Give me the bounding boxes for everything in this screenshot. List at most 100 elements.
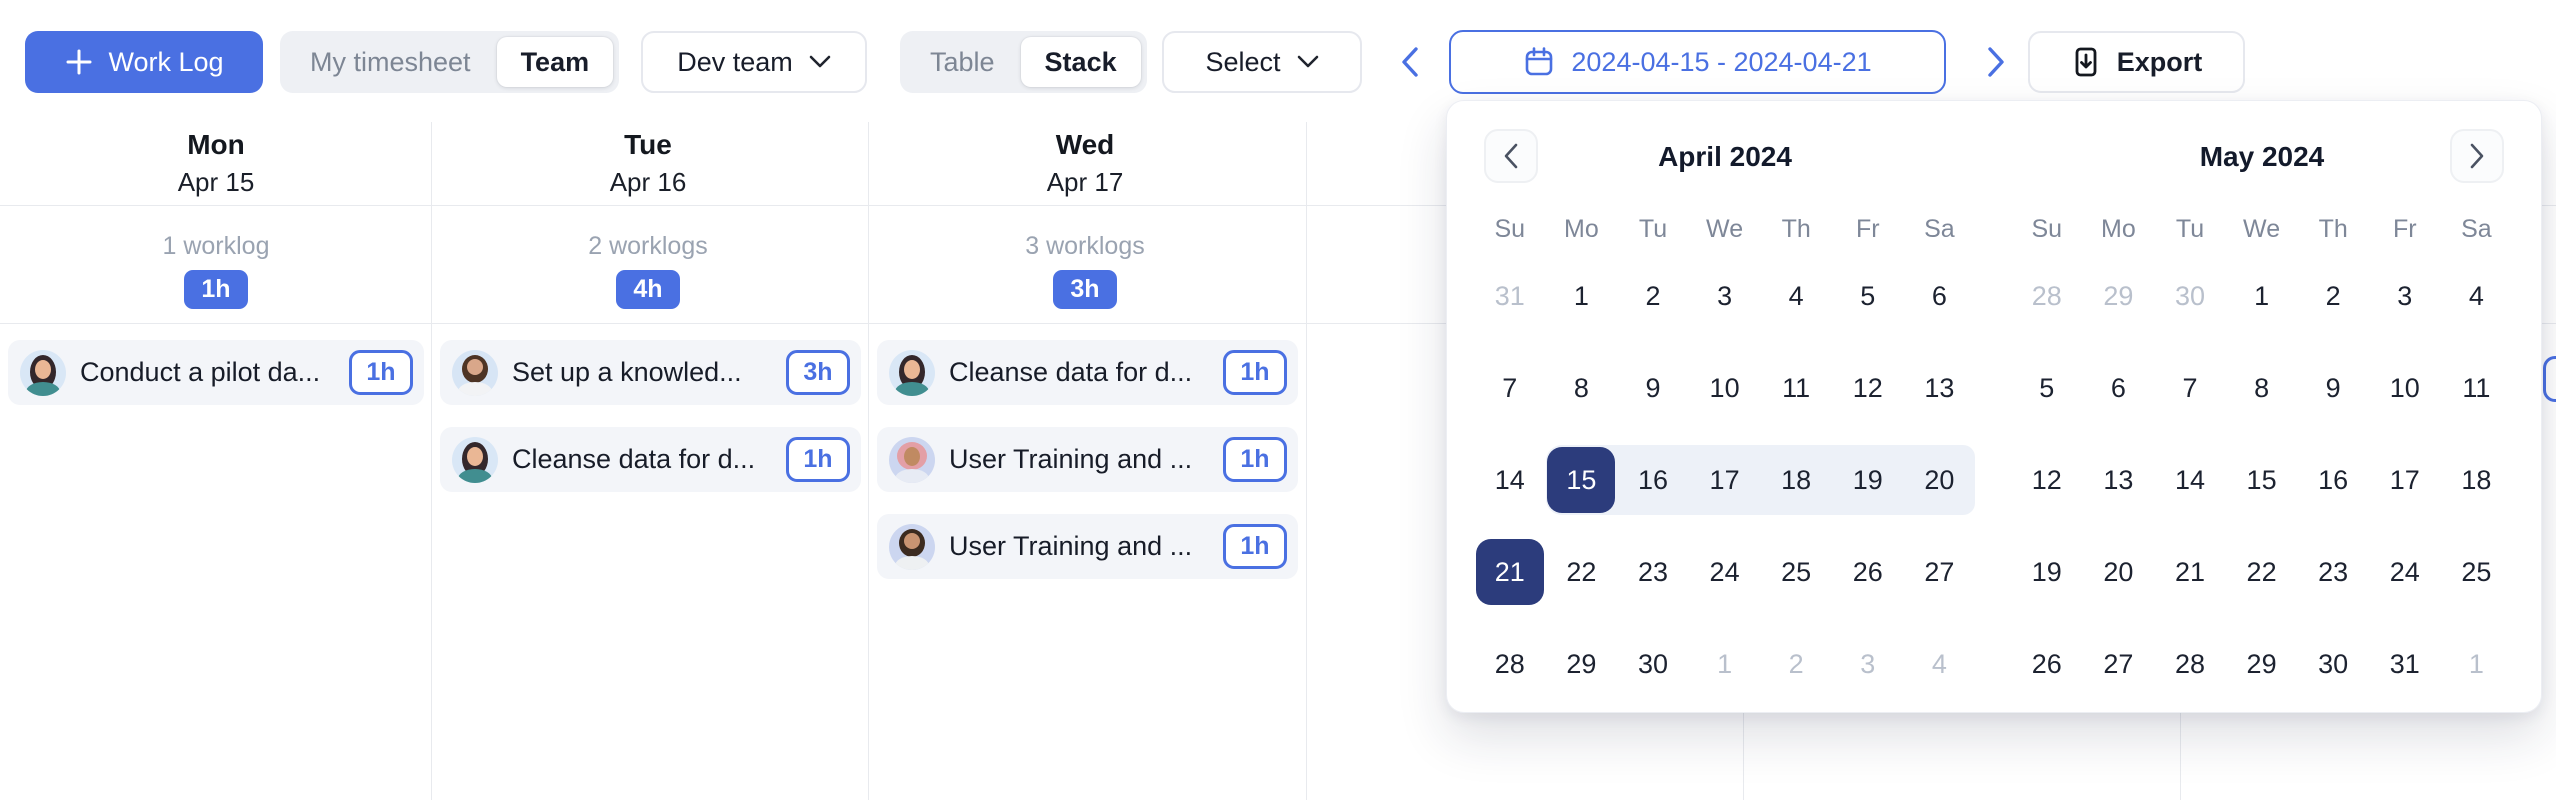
calendar-day[interactable]: 29: [2246, 648, 2277, 679]
calendar-day[interactable]: 10: [2389, 372, 2420, 403]
calendar-day[interactable]: 30: [1637, 648, 1668, 679]
calendar-day[interactable]: 11: [2462, 372, 2491, 403]
calendar-day[interactable]: 4: [1931, 648, 1947, 679]
calendar-day[interactable]: 9: [2325, 372, 2341, 403]
calendar-day[interactable]: 21: [1474, 537, 1546, 607]
calendar-day[interactable]: 1: [2254, 280, 2270, 311]
calendar-day[interactable]: 11: [1782, 372, 1811, 403]
calendar-day[interactable]: 5: [1860, 280, 1876, 311]
calendar-day[interactable]: 18: [1760, 445, 1832, 515]
date-range-field[interactable]: 2024-04-15 - 2024-04-21: [1449, 30, 1946, 94]
calendar-day[interactable]: 12: [1852, 372, 1883, 403]
calendar-grid: 28 29 30 1 2 3 4: [2011, 261, 2513, 721]
worklog-card[interactable]: Cleanse data for d... 1h: [440, 427, 861, 492]
calendar-day[interactable]: 24: [1709, 556, 1740, 587]
calendar-day[interactable]: 28: [1494, 648, 1525, 679]
calendar-day[interactable]: 22: [2246, 556, 2277, 587]
team-select-dropdown[interactable]: Dev team: [641, 31, 867, 93]
calendar-day[interactable]: 30: [2174, 280, 2205, 311]
summary-tue: 2 worklogs 4h: [432, 232, 864, 309]
avatar: [889, 436, 935, 483]
calendar-day[interactable]: 16: [1617, 445, 1689, 515]
calendar-day[interactable]: 2: [1788, 648, 1804, 679]
calendar-day[interactable]: 15: [2246, 464, 2277, 495]
calendar-next-month-button[interactable]: [2450, 129, 2504, 183]
export-button[interactable]: Export: [2028, 31, 2245, 93]
calendar-day[interactable]: 21: [2174, 556, 2205, 587]
calendar-day[interactable]: 25: [1781, 556, 1812, 587]
calendar-day[interactable]: 20: [2103, 556, 2134, 587]
header-divider: [0, 205, 2556, 206]
worklog-title: Conduct a pilot da...: [80, 357, 321, 387]
calendar-week-row: 28 29 30 1 2 3 4: [1474, 629, 1976, 699]
calendar-day[interactable]: 28: [2031, 280, 2062, 311]
layout-toggle-stack[interactable]: Stack: [1020, 37, 1141, 87]
calendar-day[interactable]: 15: [1545, 445, 1618, 515]
calendar-day[interactable]: 19: [2031, 556, 2062, 587]
calendar-day[interactable]: 19: [1831, 445, 1904, 515]
calendar-day[interactable]: 2: [2325, 280, 2341, 311]
calendar-day[interactable]: 17: [2389, 464, 2420, 495]
calendar-day[interactable]: 8: [1573, 372, 1589, 403]
column-divider: [431, 122, 432, 800]
calendar-day[interactable]: 12: [2031, 464, 2062, 495]
calendar-day[interactable]: 3: [2397, 280, 2413, 311]
calendar-day[interactable]: 9: [1645, 372, 1661, 403]
calendar-day[interactable]: 7: [2182, 372, 2198, 403]
calendar-day[interactable]: 14: [2174, 464, 2205, 495]
worklog-card[interactable]: User Training and ... 1h: [877, 427, 1298, 492]
select-dropdown[interactable]: Select: [1162, 31, 1362, 93]
layout-toggle-table[interactable]: Table: [930, 46, 995, 77]
work-log-button[interactable]: Work Log: [25, 31, 263, 93]
calendar-day[interactable]: 4: [1788, 280, 1804, 311]
view-toggle-my-timesheet[interactable]: My timesheet: [310, 46, 471, 77]
calendar-day[interactable]: 18: [2461, 464, 2492, 495]
calendar-day[interactable]: 20: [1903, 445, 1976, 515]
calendar-day[interactable]: 26: [2031, 648, 2062, 679]
calendar-day[interactable]: 6: [1931, 280, 1947, 311]
calendar-day[interactable]: 23: [1637, 556, 1668, 587]
calendar-day[interactable]: 6: [2110, 372, 2126, 403]
calendar-day[interactable]: 7: [1502, 372, 1518, 403]
calendar-day[interactable]: 13: [2103, 464, 2134, 495]
calendar-day[interactable]: 3: [1860, 648, 1876, 679]
calendar-day[interactable]: 1: [2468, 648, 2484, 679]
calendar-day[interactable]: 10: [1709, 372, 1740, 403]
calendar-day[interactable]: 14: [1494, 464, 1525, 495]
worklog-card[interactable]: Set up a knowled... 3h: [440, 340, 861, 405]
calendar-day[interactable]: 25: [2461, 556, 2492, 587]
calendar-prev-month-button[interactable]: [1484, 129, 1538, 183]
calendar-day[interactable]: 3: [1717, 280, 1733, 311]
prev-week-button[interactable]: [1392, 31, 1428, 93]
calendar-day[interactable]: 24: [2389, 556, 2420, 587]
calendar-day[interactable]: 22: [1566, 556, 1597, 587]
calendar-day[interactable]: 13: [1924, 372, 1955, 403]
calendar-day[interactable]: 2: [1645, 280, 1661, 311]
worklog-card[interactable]: Conduct a pilot da... 1h: [8, 340, 424, 405]
calendar-day[interactable]: 1: [1573, 280, 1589, 311]
calendar-day[interactable]: 30: [2318, 648, 2349, 679]
calendar-day[interactable]: 5: [2039, 372, 2055, 403]
calendar-day[interactable]: 26: [1852, 556, 1883, 587]
calendar-day[interactable]: 31: [1494, 280, 1525, 311]
view-toggle-team[interactable]: Team: [496, 37, 614, 87]
calendar-day[interactable]: 27: [2103, 648, 2134, 679]
calendar-day[interactable]: 4: [2468, 280, 2484, 311]
worklog-card[interactable]: User Training and ... 1h: [877, 514, 1298, 579]
worklog-title: User Training and ...: [949, 444, 1193, 474]
calendar-day[interactable]: 1: [1717, 648, 1733, 679]
weekday-label: Th: [2318, 215, 2348, 243]
calendar-day[interactable]: 27: [1924, 556, 1955, 587]
calendar-day[interactable]: 23: [2318, 556, 2349, 587]
calendar-day[interactable]: 8: [2254, 372, 2270, 403]
next-week-button[interactable]: [1978, 31, 2014, 93]
calendar-day[interactable]: 29: [2103, 280, 2134, 311]
calendar-day[interactable]: 16: [2318, 464, 2349, 495]
worklog-card[interactable]: Cleanse data for d... 1h: [877, 340, 1298, 405]
calendar-day[interactable]: 28: [2174, 648, 2205, 679]
calendar-day[interactable]: 17: [1688, 445, 1761, 515]
calendar-day[interactable]: 31: [2389, 648, 2420, 679]
calendar-day[interactable]: 29: [1566, 648, 1597, 679]
partial-worklog-chip[interactable]: [2543, 356, 2556, 402]
calendar-week-row: 21 22 23 24 25 26 27: [1474, 537, 1976, 607]
